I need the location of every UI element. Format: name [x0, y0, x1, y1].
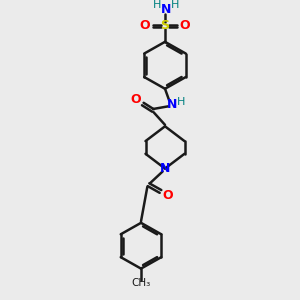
- Text: O: O: [162, 189, 173, 202]
- Text: S: S: [160, 19, 169, 32]
- Text: N: N: [167, 98, 177, 110]
- Text: N: N: [160, 3, 171, 16]
- Text: H: H: [177, 97, 185, 107]
- Text: H: H: [170, 0, 179, 10]
- Text: CH₃: CH₃: [131, 278, 151, 288]
- Text: O: O: [130, 93, 141, 106]
- Text: O: O: [140, 19, 150, 32]
- Text: O: O: [180, 19, 190, 32]
- Text: H: H: [152, 0, 161, 10]
- Text: N: N: [160, 162, 170, 175]
